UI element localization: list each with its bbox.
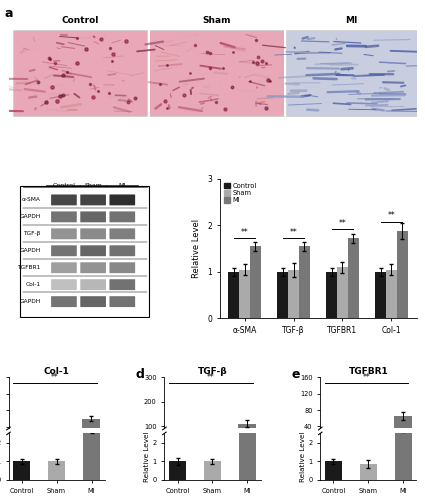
Text: TGFBR1: TGFBR1 [17, 265, 41, 270]
FancyBboxPatch shape [110, 228, 135, 239]
Bar [239, 270, 250, 318]
FancyBboxPatch shape [110, 296, 135, 307]
FancyBboxPatch shape [51, 262, 77, 273]
FancyBboxPatch shape [80, 194, 106, 205]
Bar [325, 462, 342, 480]
FancyBboxPatch shape [110, 262, 135, 273]
Title: TGFBR1: TGFBR1 [348, 368, 388, 376]
Text: **: ** [363, 374, 371, 382]
FancyBboxPatch shape [80, 228, 106, 239]
Bar [375, 272, 386, 318]
Bar [397, 231, 408, 318]
Bar [337, 268, 348, 318]
Text: **: ** [207, 374, 215, 382]
Y-axis label: Relative Level: Relative Level [300, 432, 306, 482]
Text: GAPDH: GAPDH [20, 214, 41, 220]
FancyBboxPatch shape [51, 246, 77, 256]
Bar [13, 462, 30, 480]
Bar [48, 462, 65, 480]
Bar [229, 272, 239, 318]
Bar [82, 418, 100, 444]
Bar [348, 238, 359, 318]
Text: GAPDH: GAPDH [20, 299, 41, 304]
Text: **: ** [388, 212, 395, 220]
Bar [148, 30, 150, 116]
Bar [250, 246, 261, 318]
Bar [149, 30, 284, 116]
Bar [169, 462, 186, 480]
FancyBboxPatch shape [80, 279, 106, 290]
Bar [326, 272, 337, 318]
Bar [360, 464, 377, 480]
Bar [288, 270, 299, 318]
Bar [83, 424, 100, 480]
Bar [239, 414, 256, 480]
Bar [299, 246, 310, 318]
Bar [394, 416, 412, 443]
Bar [13, 30, 147, 116]
Bar [386, 270, 397, 318]
Text: α-SMA: α-SMA [22, 198, 41, 202]
FancyBboxPatch shape [80, 262, 106, 273]
Y-axis label: Relative Level: Relative Level [144, 432, 150, 482]
Title: Col-1: Col-1 [44, 368, 70, 376]
Text: Col-1: Col-1 [26, 282, 41, 287]
Y-axis label: Relative Level: Relative Level [193, 219, 201, 278]
FancyBboxPatch shape [80, 246, 106, 256]
Bar [286, 30, 416, 116]
FancyBboxPatch shape [110, 246, 135, 256]
Text: e: e [292, 368, 300, 381]
Bar [278, 272, 288, 318]
Legend: Control, Sham, MI: Control, Sham, MI [223, 182, 257, 204]
Text: d: d [136, 368, 144, 381]
Text: Control: Control [53, 183, 75, 188]
Bar [395, 424, 412, 480]
FancyBboxPatch shape [80, 296, 106, 307]
Text: MI: MI [345, 16, 357, 26]
Bar [284, 30, 286, 116]
FancyBboxPatch shape [110, 194, 135, 205]
Text: **: ** [290, 228, 298, 237]
Text: Sham: Sham [202, 16, 231, 26]
Text: **: ** [51, 374, 59, 382]
Title: TGF-β: TGF-β [198, 368, 227, 376]
FancyBboxPatch shape [51, 194, 77, 205]
Bar [20, 186, 149, 317]
FancyBboxPatch shape [51, 228, 77, 239]
Bar [238, 424, 256, 450]
FancyBboxPatch shape [51, 212, 77, 222]
Text: **: ** [241, 228, 249, 237]
FancyBboxPatch shape [110, 212, 135, 222]
Bar [204, 462, 221, 480]
Text: MI: MI [119, 183, 126, 188]
Text: a: a [4, 6, 13, 20]
FancyBboxPatch shape [51, 279, 77, 290]
FancyBboxPatch shape [110, 279, 135, 290]
Text: Sham: Sham [84, 183, 102, 188]
FancyBboxPatch shape [80, 212, 106, 222]
FancyBboxPatch shape [51, 296, 77, 307]
Text: GAPDH: GAPDH [20, 248, 41, 254]
Text: **: ** [339, 218, 346, 228]
Text: Control: Control [61, 16, 99, 26]
Text: TGF-β: TGF-β [23, 232, 41, 236]
